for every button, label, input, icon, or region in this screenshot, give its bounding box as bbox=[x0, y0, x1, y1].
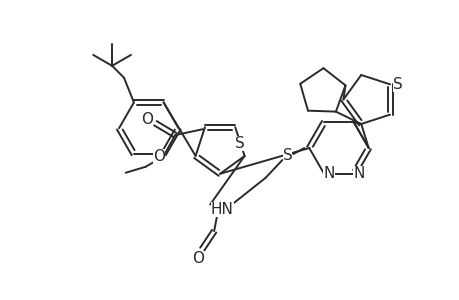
Text: S: S bbox=[282, 148, 292, 164]
Text: N: N bbox=[323, 166, 334, 181]
Text: S: S bbox=[392, 77, 402, 92]
Text: S: S bbox=[235, 136, 244, 151]
Text: HN: HN bbox=[210, 202, 233, 217]
Text: O: O bbox=[141, 112, 153, 127]
Text: O: O bbox=[153, 149, 165, 164]
Text: N: N bbox=[353, 166, 364, 181]
Text: O: O bbox=[192, 251, 204, 266]
